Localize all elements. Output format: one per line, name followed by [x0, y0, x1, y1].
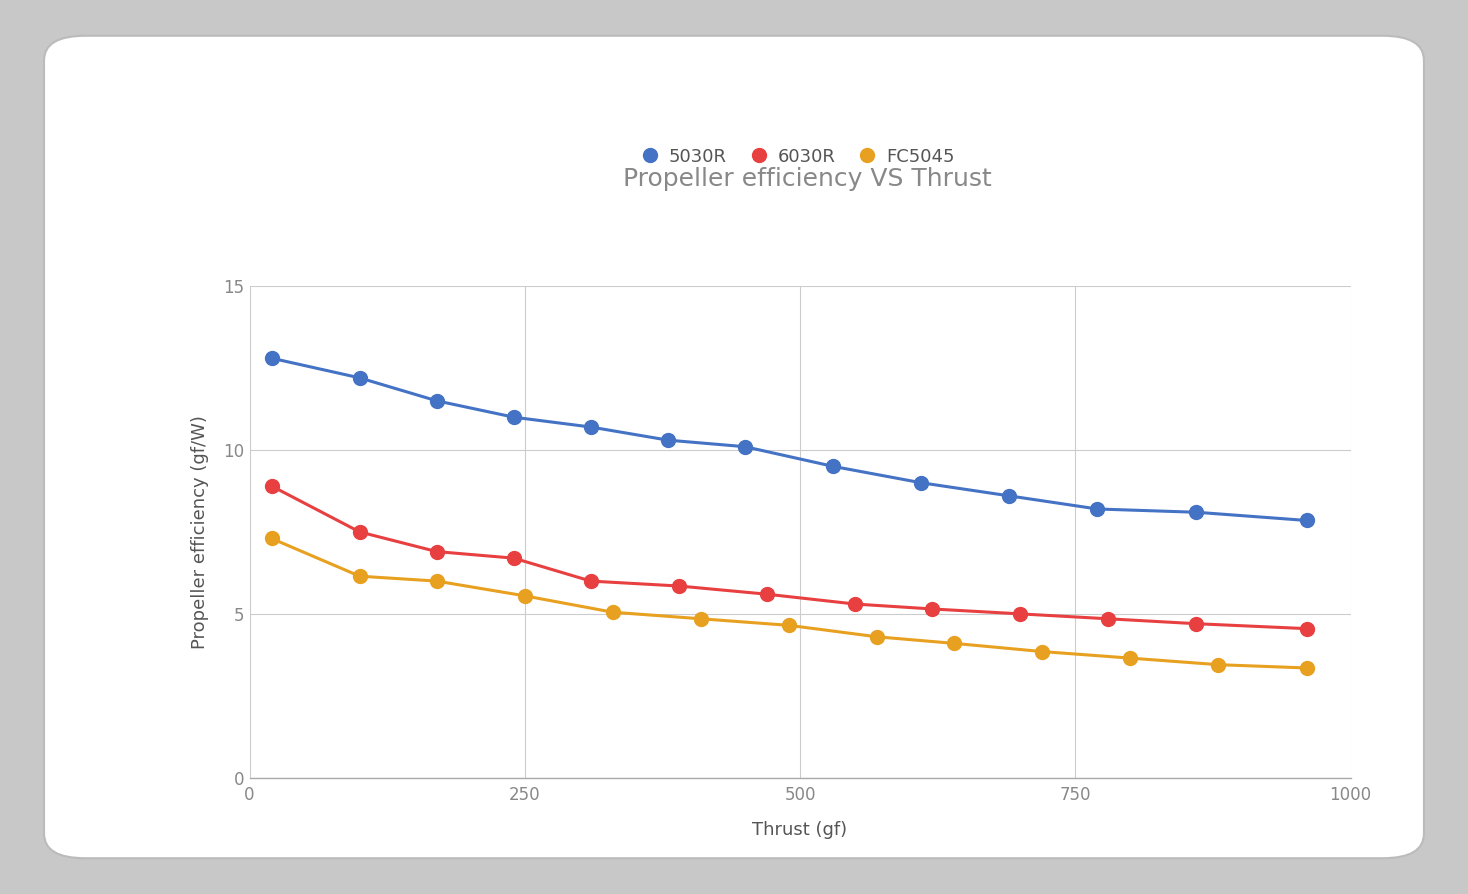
- FC5045: [517, 590, 534, 601]
- FC5045: [429, 576, 446, 586]
- FC5045: [868, 631, 885, 642]
- 6030R: [1298, 623, 1315, 634]
- 6030R: [1011, 609, 1029, 620]
- 5030R: [505, 412, 523, 423]
- 6030R: [505, 552, 523, 563]
- Line: FC5045: FC5045: [264, 532, 1314, 675]
- FC5045: [1298, 662, 1315, 673]
- 5030R: [913, 477, 931, 488]
- Legend: 5030R, 6030R, FC5045: 5030R, 6030R, FC5045: [646, 148, 954, 166]
- 6030R: [923, 603, 941, 614]
- Line: 6030R: 6030R: [264, 479, 1314, 636]
- Text: Propeller efficiency VS Thrust: Propeller efficiency VS Thrust: [622, 167, 992, 190]
- FC5045: [1033, 646, 1051, 657]
- 6030R: [581, 576, 599, 586]
- FC5045: [781, 620, 799, 631]
- FC5045: [263, 533, 280, 544]
- 6030R: [351, 527, 368, 537]
- X-axis label: Thrust (gf): Thrust (gf): [753, 821, 847, 839]
- FC5045: [945, 638, 963, 649]
- 5030R: [581, 422, 599, 433]
- 6030R: [263, 481, 280, 492]
- 5030R: [735, 442, 755, 452]
- FC5045: [1122, 653, 1139, 663]
- 5030R: [1188, 507, 1205, 518]
- FC5045: [605, 607, 622, 618]
- FC5045: [1210, 660, 1227, 670]
- FC5045: [693, 613, 711, 624]
- 5030R: [659, 434, 677, 445]
- 6030R: [759, 589, 777, 600]
- 6030R: [669, 581, 687, 592]
- Line: 5030R: 5030R: [264, 351, 1314, 527]
- 5030R: [1001, 491, 1019, 502]
- 6030R: [429, 546, 446, 557]
- 5030R: [825, 461, 843, 472]
- 6030R: [846, 599, 863, 610]
- 5030R: [429, 395, 446, 406]
- 6030R: [1188, 619, 1205, 629]
- FC5045: [351, 571, 368, 582]
- 6030R: [1100, 613, 1117, 624]
- 5030R: [263, 353, 280, 364]
- 5030R: [1088, 503, 1107, 514]
- Y-axis label: Propeller efficiency (gf/W): Propeller efficiency (gf/W): [191, 415, 208, 649]
- 5030R: [351, 373, 368, 384]
- FancyBboxPatch shape: [44, 36, 1424, 858]
- 5030R: [1298, 515, 1315, 526]
